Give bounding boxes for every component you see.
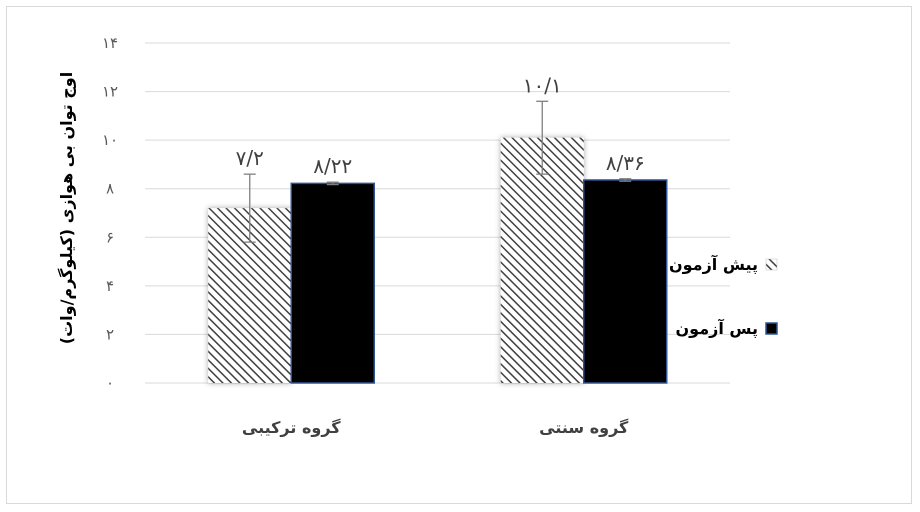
y-tick-label: ۸ [106,180,114,198]
y-tick-label: ۲ [106,325,114,343]
y-tick-label: ۶ [106,228,114,246]
y-tick-label: ۴ [106,277,114,295]
y-tick-label: ۰ [106,374,114,392]
bar [290,182,375,384]
bar [500,137,584,383]
data-label: ۷/۲ [236,146,264,170]
category-label: گروه سنتی [539,418,629,437]
x-axis-categories: گروه ترکیبی گروه سنتی [242,418,629,437]
y-tick-label: ۱۰ [102,131,118,149]
category-label: گروه ترکیبی [242,418,341,437]
data-label: ۸/۲۲ [313,154,352,178]
chart-frame [6,6,912,504]
error-bars [243,100,632,243]
bars [208,137,668,384]
data-labels: ۷/۲ ۸/۲۲ ۱۰/۱ ۸/۳۶ [236,73,645,178]
y-axis-label: اوج توان بی هوازی (کیلوگرم/وات) [57,72,76,344]
legend-label: پس آزمون [676,318,758,339]
legend-swatch [765,258,778,271]
legend-swatch [765,322,778,335]
y-tick-label: ۱۴ [102,34,118,52]
y-tick-label: ۱۲ [102,83,118,101]
data-label: ۸/۳۶ [606,151,645,175]
bar [583,179,668,384]
legend-label: پیش آزمون [669,254,758,275]
legend: پیش آزمون پس آزمون [669,254,778,339]
y-axis-ticks: ۰ ۲ ۴ ۶ ۸ ۱۰ ۱۲ ۱۴ [102,34,118,392]
data-label: ۱۰/۱ [523,73,562,97]
